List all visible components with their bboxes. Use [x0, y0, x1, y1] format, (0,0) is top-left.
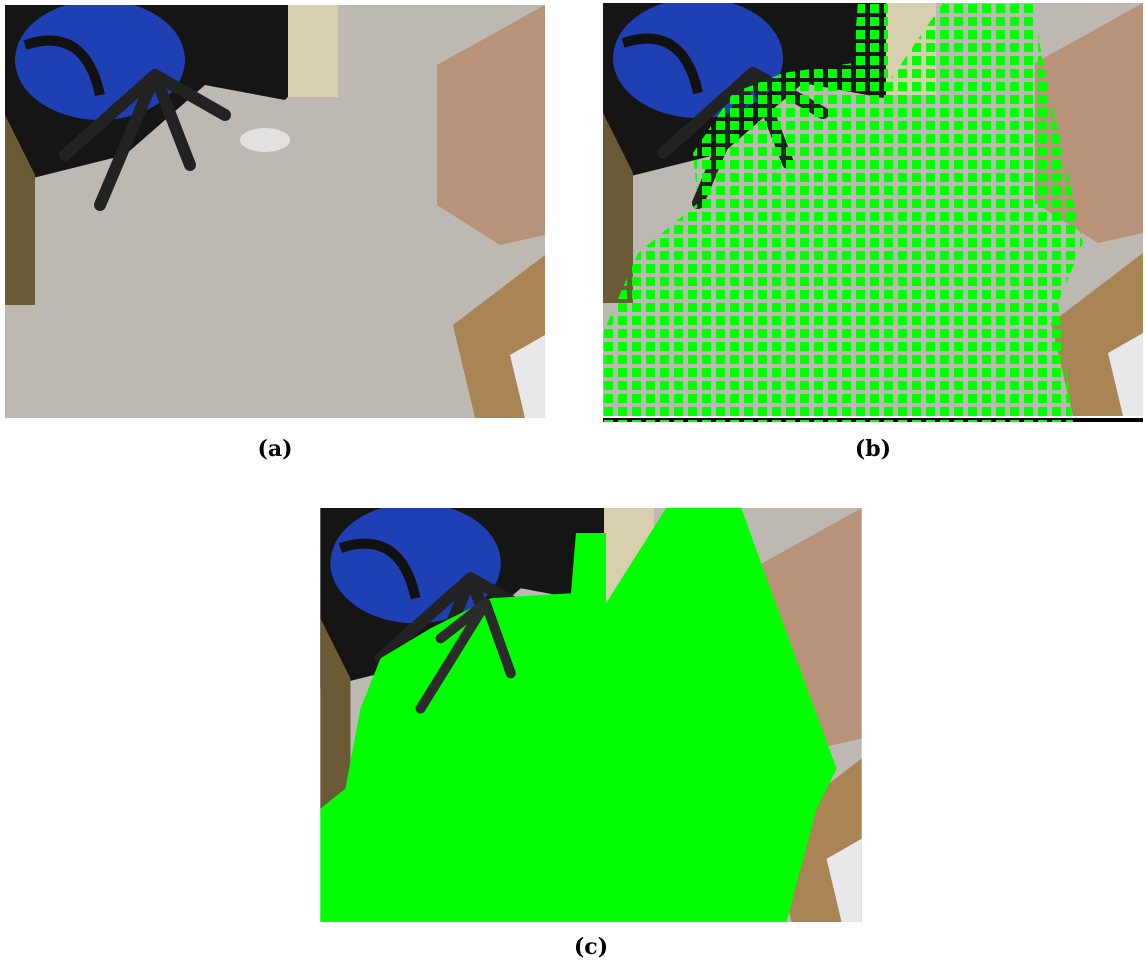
photo-b: [603, 0, 1143, 422]
page: (a) (b) (c) (() => { const data = JSON.p…: [0, 0, 1145, 962]
caption-b: (b): [855, 436, 891, 462]
photo-c: [320, 503, 861, 922]
photo-a: [5, 0, 545, 418]
panel-b: [603, 0, 1143, 422]
figure: (a) (b) (c): [0, 0, 1145, 962]
panel-c: [320, 503, 861, 922]
caption-a: (a): [257, 436, 292, 462]
panel-a: [5, 0, 545, 418]
caption-c: (c): [574, 934, 608, 960]
